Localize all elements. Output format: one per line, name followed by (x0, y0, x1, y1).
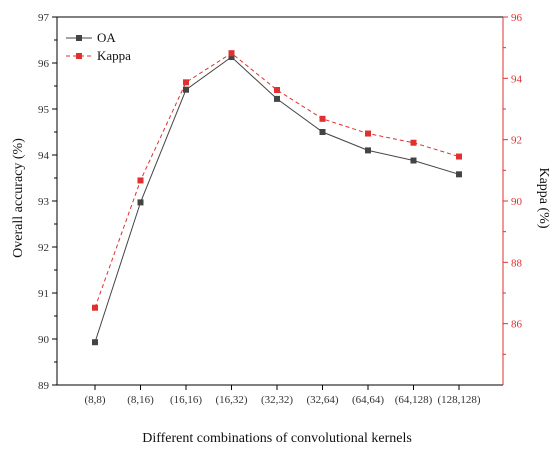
x-axis-title: Different combinations of convolutional … (142, 431, 412, 446)
y-right-tick-label: 94 (511, 73, 523, 85)
data-point-oa (274, 95, 280, 102)
y-axis-left: 89 90 91 92 93 94 95 96 97 (38, 12, 57, 392)
data-point-kappa (410, 139, 417, 146)
x-tick-label: (64,128) (395, 394, 433, 406)
legend-marker-kappa (76, 53, 82, 59)
data-point-kappa (274, 86, 280, 93)
y-axis-left-title: Overall accuracy (%) (11, 138, 26, 258)
data-point-kappa (137, 177, 144, 184)
y-left-tick-label: 92 (38, 242, 49, 254)
x-tick-label: (16,16) (170, 394, 202, 406)
legend: OA Kappa (66, 30, 131, 63)
data-point-oa (319, 129, 326, 135)
y-left-tick-label: 96 (38, 58, 50, 70)
data-point-kappa (183, 79, 189, 86)
y-left-tick-label: 95 (38, 104, 50, 116)
y-left-tick-label: 90 (38, 334, 50, 346)
data-point-oa (365, 147, 371, 154)
data-point-kappa (92, 304, 98, 311)
x-tick-label: (32,64) (306, 394, 338, 406)
data-point-oa (228, 54, 235, 61)
data-point-kappa (228, 50, 235, 57)
x-tick-label: (64,64) (352, 394, 384, 406)
data-point-oa (137, 199, 144, 206)
series-line-kappa (94, 52, 460, 308)
y-left-tick-label: 91 (38, 288, 49, 300)
x-tick-label: (8,16) (127, 394, 154, 406)
legend-marker-oa (76, 35, 82, 41)
y-right-tick-label: 92 (511, 135, 522, 147)
y-axis-right-title: Kappa (%) (536, 167, 550, 228)
y-right-tick-label: 88 (511, 257, 523, 269)
series-layer (92, 50, 462, 346)
legend-label-kappa: Kappa (97, 48, 131, 63)
y-axis-right: 86 88 90 92 94 96 (503, 12, 523, 355)
legend-label-oa: OA (97, 30, 116, 45)
data-point-kappa (365, 130, 371, 137)
y-right-tick-label: 90 (511, 196, 523, 208)
data-point-oa (183, 86, 189, 93)
y-right-tick-label: 86 (511, 319, 523, 331)
data-point-oa (456, 171, 462, 178)
y-right-tick-label: 96 (511, 12, 523, 24)
y-left-tick-label: 97 (38, 12, 50, 24)
data-point-kappa (319, 115, 326, 122)
x-tick-label: (8,8) (84, 394, 105, 406)
x-tick-label: (16,32) (215, 394, 247, 406)
x-tick-label: (128,128) (437, 394, 480, 406)
y-left-tick-label: 93 (38, 196, 50, 208)
x-axis: (8,8) (8,16) (16,16) (16,32) (32,32) (32,64) (… (84, 385, 481, 406)
y-left-tick-label: 89 (38, 380, 50, 392)
data-point-oa (92, 339, 98, 346)
data-point-oa (410, 157, 417, 164)
x-tick-label: (32,32) (261, 394, 293, 406)
plot-frame (56, 16, 504, 386)
y-left-tick-label: 94 (38, 150, 50, 162)
data-point-kappa (456, 153, 462, 160)
